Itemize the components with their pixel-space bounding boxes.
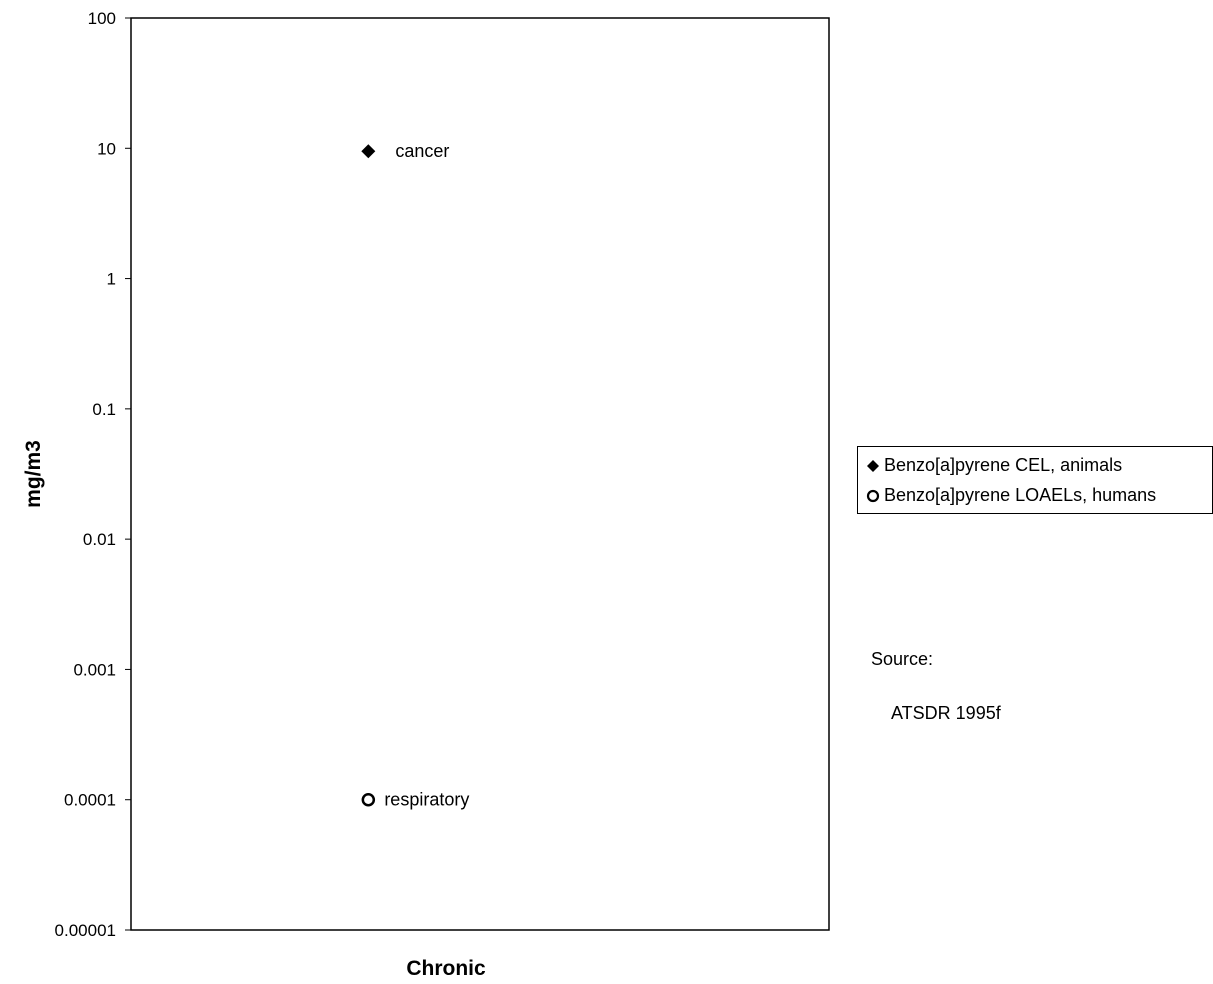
plot-area xyxy=(130,17,830,931)
data-label: respiratory xyxy=(384,790,469,810)
y-tick-label: 0.01 xyxy=(83,530,116,549)
y-axis-ticks: 100 10 1 0.1 0.01 0.001 0.0001 0.00001 xyxy=(55,9,131,940)
y-tick-label: 1 xyxy=(107,270,116,289)
legend-item-humans: Benzo[a]pyrene LOAELs, humans xyxy=(866,485,1156,506)
diamond-icon xyxy=(867,459,879,472)
y-tick-label: 0.001 xyxy=(73,660,116,679)
y-tick-label: 0.00001 xyxy=(55,921,116,940)
legend-label-animals: Benzo[a]pyrene CEL, animals xyxy=(884,455,1123,475)
legend-label-humans: Benzo[a]pyrene LOAELs, humans xyxy=(884,485,1157,505)
y-axis-label: mg/m3 xyxy=(22,440,45,508)
x-axis-label: Chronic xyxy=(406,957,486,980)
data-point-circle xyxy=(361,792,376,807)
y-tick-label: 0.1 xyxy=(92,400,116,419)
data-label: cancer xyxy=(395,141,449,161)
open-circle-icon xyxy=(866,489,880,502)
legend-item-animals: Benzo[a]pyrene CEL, animals xyxy=(866,455,1122,476)
data-points: cancer respiratory xyxy=(361,141,469,810)
source-label: Source: xyxy=(871,649,934,669)
y-tick-label: 0.0001 xyxy=(64,791,116,810)
y-tick-label: 10 xyxy=(97,139,116,158)
source-text: ATSDR 1995f xyxy=(891,703,1001,723)
y-tick-label: 100 xyxy=(88,9,116,28)
data-point-diamond xyxy=(361,144,376,159)
legend: Benzo[a]pyrene CEL, animals Benzo[a]pyre… xyxy=(857,446,1213,514)
